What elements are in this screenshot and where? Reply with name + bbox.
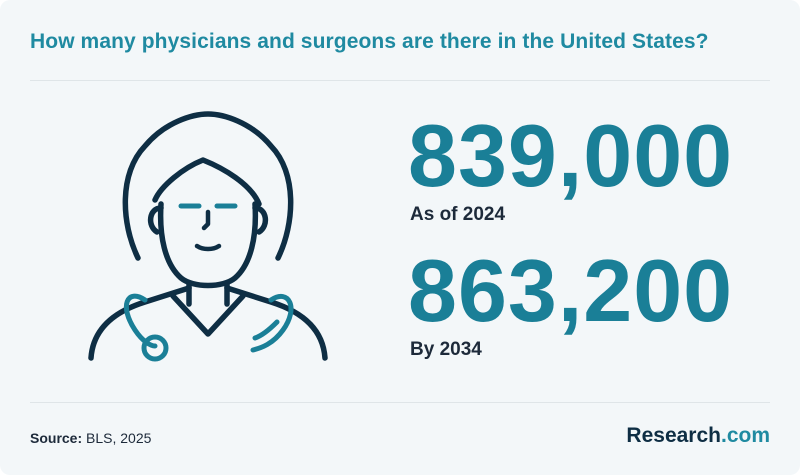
source-key: Source: — [30, 430, 83, 446]
stat-label-2034: By 2034 — [410, 339, 482, 360]
brand-logo[interactable]: Research.com — [626, 424, 770, 448]
brand-tld: .com — [720, 424, 770, 447]
source-text: BLS, 2025 — [86, 430, 152, 446]
page-title: How many physicians and surgeons are the… — [30, 30, 709, 53]
top-divider — [30, 80, 770, 81]
stat-value-2024: 839,000 — [408, 106, 734, 205]
brand-name: Research — [626, 424, 721, 447]
source-note: Source: BLS, 2025 — [30, 430, 151, 446]
stat-value-2034: 863,200 — [408, 241, 734, 340]
physician-icon — [88, 111, 328, 362]
bottom-divider — [30, 402, 770, 403]
stat-label-2024: As of 2024 — [410, 204, 506, 225]
